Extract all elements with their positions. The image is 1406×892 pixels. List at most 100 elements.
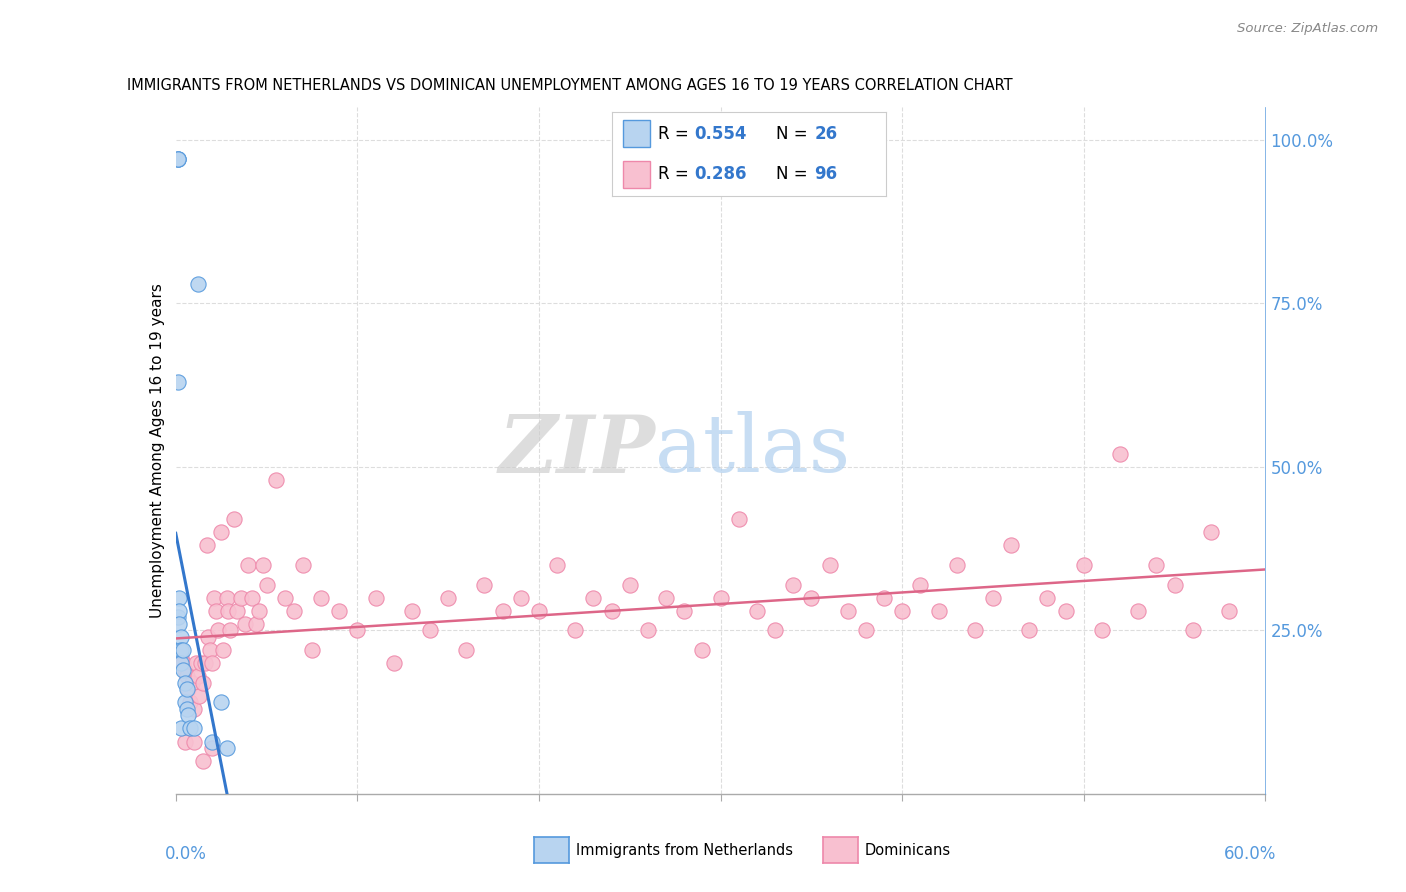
Point — [1146, 558, 1168, 572]
Point — [637, 624, 659, 638]
Point — [346, 624, 368, 638]
Point — [186, 669, 209, 683]
Point — [197, 630, 219, 644]
Point — [1109, 447, 1132, 461]
Point — [186, 277, 209, 291]
Point — [194, 656, 217, 670]
Point — [166, 375, 188, 389]
Point — [181, 675, 204, 690]
Point — [212, 643, 235, 657]
Point — [169, 604, 191, 618]
Point — [166, 153, 188, 167]
Point — [177, 708, 200, 723]
Point — [692, 643, 714, 657]
Point — [655, 591, 678, 605]
Point — [256, 577, 278, 591]
Text: N =: N = — [776, 125, 813, 143]
Point — [1018, 624, 1040, 638]
Point — [382, 656, 405, 670]
Point — [202, 591, 225, 605]
Point — [291, 558, 314, 572]
Point — [401, 604, 423, 618]
Point — [173, 675, 195, 690]
Point — [1000, 538, 1022, 552]
Point — [873, 591, 896, 605]
Text: Immigrants from Netherlands: Immigrants from Netherlands — [576, 843, 793, 857]
Point — [981, 591, 1004, 605]
Point — [619, 577, 641, 591]
Point — [1073, 558, 1095, 572]
Point — [763, 624, 786, 638]
Point — [546, 558, 568, 572]
Text: 0.554: 0.554 — [695, 125, 747, 143]
Point — [209, 525, 232, 540]
Point — [166, 610, 188, 624]
Point — [183, 722, 205, 736]
Point — [240, 591, 263, 605]
Point — [172, 643, 194, 657]
Text: 96: 96 — [814, 165, 838, 183]
Point — [245, 616, 267, 631]
Point — [1091, 624, 1114, 638]
Text: Dominicans: Dominicans — [865, 843, 950, 857]
Text: 60.0%: 60.0% — [1223, 846, 1277, 863]
Text: IMMIGRANTS FROM NETHERLANDS VS DOMINICAN UNEMPLOYMENT AMONG AGES 16 TO 19 YEARS : IMMIGRANTS FROM NETHERLANDS VS DOMINICAN… — [127, 78, 1012, 94]
Point — [855, 624, 877, 638]
Point — [818, 558, 841, 572]
Point — [201, 741, 224, 756]
Point — [1128, 604, 1150, 618]
Point — [215, 741, 238, 756]
Point — [910, 577, 932, 591]
Point — [166, 153, 188, 167]
FancyBboxPatch shape — [623, 120, 650, 147]
Point — [191, 754, 214, 768]
Point — [173, 734, 195, 748]
Text: 26: 26 — [814, 125, 838, 143]
Point — [238, 558, 260, 572]
Point — [184, 656, 207, 670]
Point — [179, 722, 201, 736]
Point — [169, 643, 191, 657]
Point — [1181, 624, 1204, 638]
Point — [195, 538, 218, 552]
Point — [474, 577, 496, 591]
Point — [176, 702, 198, 716]
Point — [215, 591, 238, 605]
Point — [219, 624, 242, 638]
Point — [437, 591, 460, 605]
Point — [252, 558, 274, 572]
Point — [169, 591, 191, 605]
Point — [527, 604, 550, 618]
Point — [231, 591, 253, 605]
Point — [177, 682, 200, 697]
Point — [283, 604, 305, 618]
Point — [264, 473, 287, 487]
Point — [233, 616, 256, 631]
Point — [928, 604, 950, 618]
Point — [1163, 577, 1185, 591]
Point — [582, 591, 605, 605]
Point — [710, 591, 733, 605]
Point — [200, 643, 222, 657]
Point — [364, 591, 387, 605]
Point — [456, 643, 478, 657]
Point — [170, 643, 193, 657]
Point — [176, 669, 198, 683]
Text: 0.286: 0.286 — [695, 165, 747, 183]
Point — [1199, 525, 1222, 540]
Point — [274, 591, 297, 605]
Point — [782, 577, 804, 591]
Point — [183, 734, 205, 748]
FancyBboxPatch shape — [623, 161, 650, 188]
Point — [891, 604, 914, 618]
Point — [800, 591, 823, 605]
Point — [170, 656, 193, 670]
Point — [309, 591, 332, 605]
Point — [247, 604, 270, 618]
Point — [172, 663, 194, 677]
Point — [190, 656, 212, 670]
Point — [170, 630, 193, 644]
Point — [179, 695, 201, 709]
Point — [170, 649, 193, 664]
Point — [173, 663, 195, 677]
